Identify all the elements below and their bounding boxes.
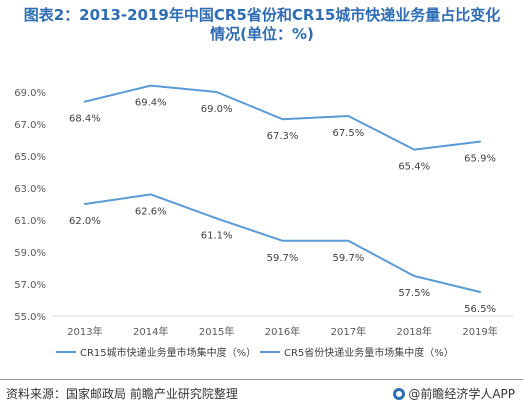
chart-title-line1: 图表2：2013-2019年中国CR5省份和CR15城市快递业务量占比变化 [23, 6, 501, 24]
data-label: 65.4% [398, 162, 430, 173]
data-label: 69.4% [135, 98, 167, 109]
series-line-cr15 [83, 84, 482, 151]
data-label: 62.0% [69, 216, 101, 227]
y-tick-label: 67.0% [14, 120, 46, 131]
data-label: 67.5% [332, 128, 364, 139]
data-label: 62.6% [135, 206, 167, 217]
y-tick-label: 69.0% [14, 88, 46, 99]
x-tick-label: 2014年 [133, 325, 168, 338]
data-label: 69.0% [201, 104, 233, 115]
y-tick-label: 59.0% [14, 248, 46, 259]
footer-divider [0, 379, 523, 380]
data-label: 67.3% [267, 131, 299, 142]
x-tick-label: 2015年 [199, 325, 234, 338]
data-label: 56.5% [464, 304, 496, 315]
y-tick-label: 63.0% [14, 184, 46, 195]
y-tick-label: 65.0% [14, 152, 46, 163]
legend-label: CR5省份快递业务量市场集中度（%） [284, 346, 454, 359]
data-label: 65.9% [464, 154, 496, 165]
y-tick-label: 55.0% [14, 312, 46, 323]
data-label: 59.7% [267, 253, 299, 264]
y-tick-label: 61.0% [14, 216, 46, 227]
y-tick-label: 57.0% [14, 280, 46, 291]
brand-logo-icon [393, 387, 406, 400]
x-tick-label: 2019年 [462, 325, 497, 338]
series-line-cr5 [83, 193, 482, 293]
data-label: 68.4% [69, 114, 101, 125]
chart-title-line2: 情况(单位：%) [210, 25, 314, 43]
data-label: 61.1% [201, 230, 233, 241]
brand-credit: @前瞻经济学人APP [393, 385, 515, 402]
x-tick-label: 2017年 [331, 325, 366, 338]
source-note: 资料来源：国家邮政局 前瞻产业研究院整理 [6, 387, 238, 401]
data-label: 59.7% [332, 253, 364, 264]
brand-text: @前瞻经济学人APP [408, 387, 515, 401]
x-tick-label: 2016年 [265, 325, 300, 338]
x-tick-label: 2013年 [67, 325, 102, 338]
chart-title: 图表2：2013-2019年中国CR5省份和CR15城市快递业务量占比变化 情况… [8, 6, 516, 44]
data-label: 57.5% [398, 288, 430, 299]
x-tick-label: 2018年 [396, 325, 431, 338]
legend-label: CR15城市快递业务量市场集中度（%） [80, 346, 256, 359]
